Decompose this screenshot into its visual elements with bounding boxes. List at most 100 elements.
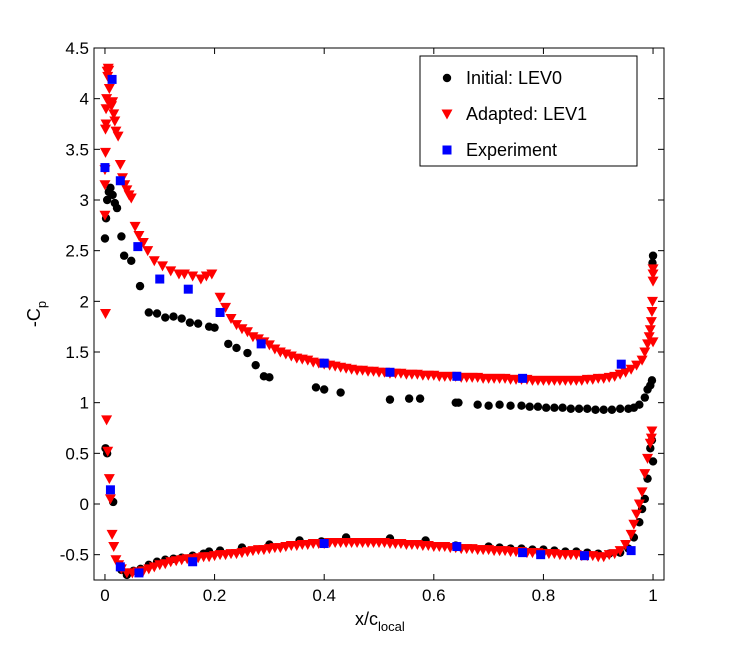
data-point [648,457,658,466]
y-tick-label: 4.5 [65,39,89,58]
data-point [536,550,546,560]
data-point [101,94,113,105]
data-point [169,312,178,321]
legend-box [419,55,638,167]
data-point [232,343,241,353]
data-point [152,309,162,318]
data-point [188,557,198,567]
data-point [644,325,656,336]
data-point [115,562,125,572]
data-point [224,339,233,349]
data-points [99,63,659,580]
data-point [620,367,632,378]
x-axis-title: x/clocal [355,609,405,634]
y-tick-label: 2 [80,292,89,311]
y-tick-label: 3 [80,191,89,210]
data-point [550,403,559,412]
data-point [533,402,543,411]
data-point [214,292,226,303]
data-point [108,109,120,120]
data-point [105,485,115,495]
data-point [625,364,637,375]
data-point [636,355,648,366]
data-point [100,124,112,135]
data-point [541,403,551,412]
data-point [187,271,199,282]
data-point [566,404,576,413]
y-axis-ticks: -0.5 0 0.5 1 1.5 2 2.5 3 3.5 4 4.5 [60,39,664,565]
data-point [100,147,112,158]
data-point [100,234,110,243]
data-point [646,296,658,307]
x-tick-label: 0.6 [422,586,446,605]
x-axis-ticks: 0 0.2 0.4 0.6 0.8 1 [100,48,658,605]
legend-label: Initial: LEV0 [466,68,562,88]
x-tick-label: 0.4 [312,586,336,605]
data-point [215,307,225,317]
y-tick-label: 3.5 [65,140,89,159]
data-point [108,190,117,200]
data-point [133,230,145,241]
legend-marker [441,109,453,120]
data-point [473,400,482,409]
data-point [99,210,111,221]
data-point [580,551,590,561]
data-point [102,195,112,205]
data-point [640,393,650,402]
data-point [107,97,119,108]
y-tick-label: 2.5 [65,242,89,261]
data-point [609,549,621,560]
data-point [195,274,207,285]
data-point [636,487,648,498]
data-point [591,405,600,414]
data-point [644,438,656,449]
data-point [107,74,117,84]
data-point [647,264,659,275]
data-point [135,281,145,291]
data-point [319,539,329,549]
legend-marker [442,145,452,155]
data-point [178,269,190,280]
data-point [525,402,534,411]
data-point [100,163,110,173]
data-point [129,221,141,232]
y-tick-label: 0 [80,495,89,514]
data-point [642,453,654,464]
data-point [319,385,329,394]
data-point [518,373,528,383]
legend-label: Adapted: LEV1 [466,104,587,124]
data-point [109,116,121,127]
data-point [646,306,658,317]
y-tick-label: 1.5 [65,343,89,362]
data-point [185,318,195,327]
data-point [583,404,592,413]
data-point [112,203,122,213]
data-point [319,358,329,368]
data-point [119,251,129,260]
data-point [206,269,218,280]
legend: Initial: LEV0 Adapted: LEV1 Experiment [419,55,638,167]
data-point [495,400,504,409]
data-point [193,319,203,328]
data-point [385,367,395,377]
data-point [626,546,636,556]
data-point [102,446,114,457]
data-point [256,339,266,349]
data-point [236,324,248,335]
data-point [517,401,526,410]
data-point [607,405,617,414]
data-point [645,317,657,328]
data-point [620,540,632,551]
data-point [101,415,113,426]
data-point [165,266,177,277]
data-point [110,555,122,566]
data-point [106,183,115,193]
data-point [252,334,264,345]
y-tick-label: 0.5 [65,444,89,463]
data-point [385,395,395,404]
data-point [103,84,115,95]
data-point [647,376,657,385]
data-point [155,274,165,284]
data-point [404,394,414,403]
